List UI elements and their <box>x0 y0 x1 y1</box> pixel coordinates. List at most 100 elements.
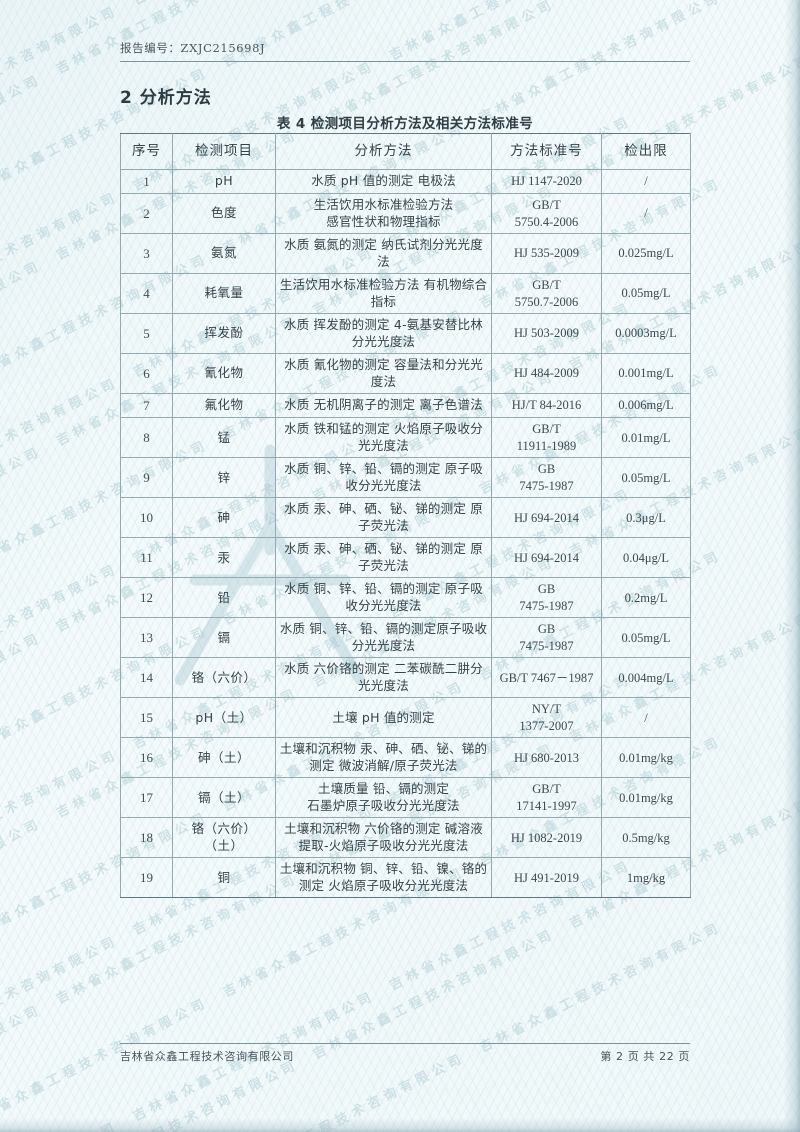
cell-detection-limit: 0.05mg/L <box>601 273 691 315</box>
cell-analysis-method: 水质 铜、锌、铅、镉的测定 原子吸收分光光度法 <box>275 457 492 499</box>
cell-detection-limit: 1mg/kg <box>601 857 691 899</box>
page-footer: 吉林省众鑫工程技术咨询有限公司 第 2 页 共 22 页 <box>120 1048 690 1064</box>
cell-method-standard: NY/T 1377-2007 <box>491 697 602 739</box>
cell-serial-no: 2 <box>120 193 173 235</box>
header-divider <box>120 61 690 62</box>
table-row: 6 氰化物 水质 氰化物的测定 容量法和分光光度法 HJ 484-2009 0.001m… <box>120 353 691 395</box>
cell-detection-limit: / <box>601 697 691 739</box>
cell-analysis-method: 水质 铜、锌、铅、镉的测定原子吸收分光光度法 <box>275 617 492 659</box>
column-header-item: 检测项目 <box>172 133 276 170</box>
cell-serial-no: 1 <box>120 168 173 195</box>
cell-test-item: 铬（六价） （土） <box>172 817 276 859</box>
cell-method-standard: HJ/T 84-2016 <box>491 393 602 419</box>
table-head: 序号 检测项目 分析方法 方法标准号 检出限 <box>120 133 691 170</box>
table-row: 12 铅水质 铜、锌、铅、镉的测定 原子吸收分光光度法 GB 7475-1987 0.2… <box>120 577 691 619</box>
column-header-standard: 方法标准号 <box>491 133 602 170</box>
table-row: 11 汞水质 汞、砷、硒、铋、锑的测定 原子荧光法 HJ 694-2014 0.04μ… <box>120 537 691 579</box>
cell-method-standard: GB 7475-1987 <box>491 577 602 619</box>
cell-method-standard: HJ 694-2014 <box>491 537 602 579</box>
cell-analysis-method: 土壤和沉积物 六价铬的测定 碱溶液提取-火焰原子吸收分光光度法 <box>275 817 492 859</box>
cell-method-standard: HJ 680-2013 <box>491 737 602 779</box>
table-row: 15 pH（土） 土壤 pH 值的测定 NY/T 1377-2007/ <box>120 697 691 739</box>
table-row: 8 锰水质 铁和锰的测定 火焰原子吸收分光光度法 GB/T 11911-1989 0.0… <box>120 417 691 459</box>
cell-detection-limit: / <box>601 193 691 235</box>
cell-detection-limit: 0.5mg/kg <box>601 817 691 859</box>
table-row: 14 铬（六价） 水质 六价铬的测定 二苯碳酰二肼分光光度法 GB/T 7467－19… <box>120 657 691 699</box>
cell-analysis-method: 水质 汞、砷、硒、铋、锑的测定 原子荧光法 <box>275 537 492 579</box>
cell-analysis-method: 水质 pH 值的测定 电极法 <box>275 168 492 195</box>
footer-page-number: 第 2 页 共 22 页 <box>600 1050 690 1063</box>
cell-method-standard: GB/T 5750.7-2006 <box>491 273 602 315</box>
cell-detection-limit: 0.2mg/L <box>601 577 691 619</box>
cell-detection-limit: 0.006mg/L <box>601 393 691 419</box>
cell-analysis-method: 水质 汞、砷、硒、铋、锑的测定 原子荧光法 <box>275 497 492 539</box>
cell-serial-no: 6 <box>120 353 173 395</box>
cell-analysis-method: 水质 六价铬的测定 二苯碳酰二肼分光光度法 <box>275 657 492 699</box>
cell-method-standard: HJ 484-2009 <box>491 353 602 395</box>
cell-test-item: 氰化物 <box>172 353 276 395</box>
cell-method-standard: GB/T 5750.4-2006 <box>491 193 602 235</box>
cell-method-standard: HJ 1082-2019 <box>491 817 602 859</box>
cell-serial-no: 4 <box>120 273 173 315</box>
table-row: 13 镉水质 铜、锌、铅、镉的测定原子吸收分光光度法 GB 7475-1987 0.05… <box>120 617 691 659</box>
cell-analysis-method: 土壤 pH 值的测定 <box>275 697 492 739</box>
cell-detection-limit: 0.05mg/L <box>601 457 691 499</box>
cell-analysis-method: 土壤和沉积物 汞、砷、硒、铋、锑的测定 微波消解/原子荧光法 <box>275 737 492 779</box>
cell-test-item: 镉（土） <box>172 777 276 819</box>
page-header: 报告编号：ZXJC215698J <box>120 40 690 62</box>
table-row: 3 氨氮 水质 氨氮的测定 纳氏试剂分光光度法 HJ 535-2009 0.025mg/… <box>120 233 691 275</box>
cell-test-item: 砷（土） <box>172 737 276 779</box>
cell-detection-limit: 0.004mg/L <box>601 657 691 699</box>
cell-test-item: 挥发酚 <box>172 313 276 355</box>
cell-analysis-method: 水质 氨氮的测定 纳氏试剂分光光度法 <box>275 233 492 275</box>
cell-analysis-method: 水质 铁和锰的测定 火焰原子吸收分光光度法 <box>275 417 492 459</box>
table-header-row: 序号 检测项目 分析方法 方法标准号 检出限 <box>120 133 691 170</box>
cell-detection-limit: 0.0003mg/L <box>601 313 691 355</box>
cell-test-item: 砷 <box>172 497 276 539</box>
footer-divider <box>120 1043 690 1044</box>
table-row: 17 镉（土） 土壤质量 铅、镉的测定 石墨炉原子吸收分光光度法 GB/T 17141-1… <box>120 777 691 819</box>
table-body: 1 pH 水质 pH 值的测定 电极法 HJ 1147-2020/2 色度 生活饮用水标准… <box>120 168 691 899</box>
cell-serial-no: 3 <box>120 233 173 275</box>
table-row: 10 砷水质 汞、砷、硒、铋、锑的测定 原子荧光法 HJ 694-2014 0.3μg… <box>120 497 691 539</box>
cell-test-item: 锌 <box>172 457 276 499</box>
cell-serial-no: 14 <box>120 657 173 699</box>
cell-detection-limit: 0.05mg/L <box>601 617 691 659</box>
report-number: 报告编号：ZXJC215698J <box>120 41 266 55</box>
cell-test-item: 铬（六价） <box>172 657 276 699</box>
cell-detection-limit: 0.3μg/L <box>601 497 691 539</box>
cell-detection-limit: 0.01mg/kg <box>601 777 691 819</box>
cell-method-standard: HJ 694-2014 <box>491 497 602 539</box>
table-row: 2 色度 生活饮用水标准检验方法 感官性状和物理指标 GB/T 5750.4-2006/ <box>120 193 691 235</box>
cell-detection-limit: 0.025mg/L <box>601 233 691 275</box>
column-header-method: 分析方法 <box>275 133 492 170</box>
cell-test-item: 氟化物 <box>172 393 276 419</box>
cell-method-standard: HJ 535-2009 <box>491 233 602 275</box>
cell-serial-no: 10 <box>120 497 173 539</box>
table-row: 18 铬（六价） （土） 土壤和沉积物 六价铬的测定 碱溶液提取-火焰原子吸收分光光度… <box>120 817 691 859</box>
cell-serial-no: 5 <box>120 313 173 355</box>
table-row: 16 砷（土） 土壤和沉积物 汞、砷、硒、铋、锑的测定 微波消解/原子荧光法 HJ 6… <box>120 737 691 779</box>
cell-detection-limit: 0.01mg/L <box>601 417 691 459</box>
cell-serial-no: 15 <box>120 697 173 739</box>
cell-test-item: 耗氧量 <box>172 273 276 315</box>
column-header-no: 序号 <box>120 133 173 170</box>
cell-detection-limit: 0.01mg/kg <box>601 737 691 779</box>
cell-serial-no: 17 <box>120 777 173 819</box>
table-row: 9 锌水质 铜、锌、铅、镉的测定 原子吸收分光光度法 GB 7475-1987 0.05… <box>120 457 691 499</box>
cell-serial-no: 8 <box>120 417 173 459</box>
cell-test-item: 铅 <box>172 577 276 619</box>
column-header-limit: 检出限 <box>601 133 691 170</box>
table-row: 7 氟化物 水质 无机阴离子的测定 离子色谱法 HJ/T 84-2016 0.006mg… <box>120 393 691 419</box>
cell-method-standard: GB/T 7467－1987 <box>491 657 602 699</box>
table-row: 19 铜土壤和沉积物 铜、锌、铅、镍、铬的测定 火焰原子吸收分光光度法 HJ 491… <box>120 857 691 899</box>
cell-test-item: 镉 <box>172 617 276 659</box>
cell-serial-no: 13 <box>120 617 173 659</box>
cell-method-standard: GB/T 17141-1997 <box>491 777 602 819</box>
cell-serial-no: 12 <box>120 577 173 619</box>
cell-test-item: 色度 <box>172 193 276 235</box>
table-row: 1 pH 水质 pH 值的测定 电极法 HJ 1147-2020/ <box>120 168 691 195</box>
cell-method-standard: HJ 491-2019 <box>491 857 602 899</box>
